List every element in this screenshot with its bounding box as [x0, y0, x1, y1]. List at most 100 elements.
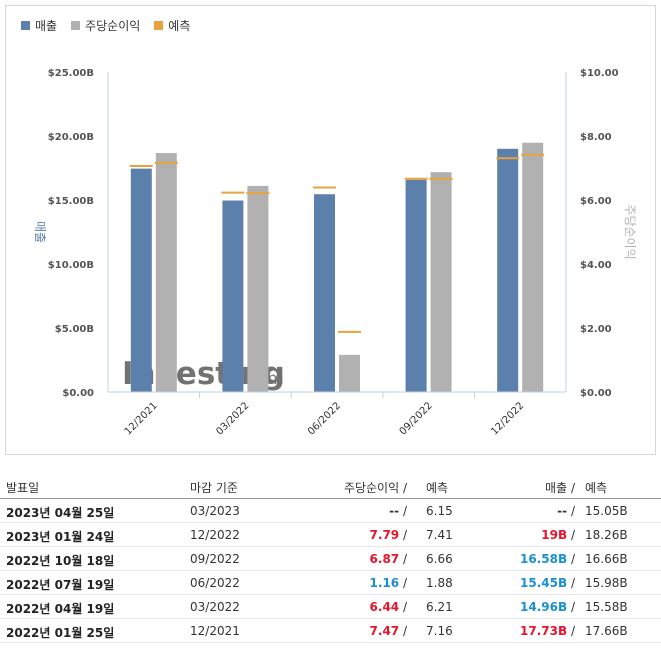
left-tick-label: $20.00B	[48, 132, 94, 143]
row-revenue: 15.45B /	[520, 576, 575, 590]
legend-item-revenue[interactable]: 매출	[21, 17, 57, 34]
earnings-table: 발표일 마감 기준 주당순이익 / 예측 매출 / 예측 2023년 04월 2…	[0, 474, 661, 643]
row-eps: 1.16 /	[370, 576, 407, 590]
table-row: 2023년 01월 24일 12/2022 7.79 / 7.41 19B / 18.26…	[0, 523, 661, 547]
legend-swatch-eps	[71, 21, 81, 30]
chart-legend: 매출 주당순이익 예측	[21, 17, 190, 34]
header-eps[interactable]: 주당순이익 /	[344, 479, 407, 496]
row-revenue: 19B /	[541, 528, 575, 542]
chart-bars	[129, 142, 545, 392]
row-period: 12/2021	[190, 624, 240, 638]
row-period: 06/2022	[190, 576, 240, 590]
row-eps-forecast: 7.41	[426, 528, 453, 542]
row-revenue-forecast: 15.05B	[585, 504, 628, 518]
row-date: 2022년 07월 19일	[6, 578, 115, 592]
right-tick-label: $4.00	[580, 260, 612, 271]
row-revenue-slash: /	[567, 504, 575, 518]
legend-swatch-forecast	[154, 21, 164, 30]
legend-label-forecast: 예측	[168, 19, 191, 33]
right-axis-title: 주당순이익	[623, 204, 637, 259]
header-revenue-slash: /	[567, 481, 575, 495]
row-revenue-value: 15.45B	[520, 576, 568, 590]
eps-bar	[339, 354, 360, 392]
row-revenue-slash: /	[567, 624, 575, 638]
left-tick-label: $5.00B	[55, 324, 94, 335]
header-eps-label: 주당순이익	[343, 481, 400, 495]
row-eps: 7.47 /	[370, 624, 407, 638]
row-eps-slash: /	[399, 552, 407, 566]
row-period: 03/2023	[190, 504, 240, 518]
table-header: 발표일 마감 기준 주당순이익 / 예측 매출 / 예측	[0, 474, 661, 499]
row-revenue-forecast: 15.58B	[585, 600, 628, 614]
row-eps-slash: /	[399, 576, 407, 590]
row-revenue-forecast: 15.98B	[585, 576, 628, 590]
row-revenue-forecast: 16.66B	[585, 552, 628, 566]
header-eps-forecast[interactable]: 예측	[426, 481, 449, 495]
revenue-bar	[222, 200, 244, 392]
row-eps-forecast: 6.21	[426, 600, 453, 614]
eps-bar	[247, 185, 269, 392]
row-eps-slash: /	[399, 528, 407, 542]
right-tick-label: $10.00	[580, 68, 619, 79]
header-date[interactable]: 발표일	[6, 481, 40, 495]
row-period: 03/2022	[190, 600, 240, 614]
left-tick-label: $0.00	[62, 388, 94, 399]
eps-bar	[155, 152, 177, 392]
row-revenue-forecast: 17.66B	[585, 624, 628, 638]
x-tick-label: 12/2022	[489, 400, 526, 437]
row-revenue-slash: /	[567, 600, 575, 614]
row-eps-value: 6.44	[369, 600, 400, 614]
revenue-bar	[314, 194, 335, 392]
row-revenue-slash: /	[567, 552, 575, 566]
table-row: 2022년 04월 19일 03/2022 6.44 / 6.21 14.96B / 15…	[0, 595, 661, 619]
legend-swatch-revenue	[21, 21, 30, 30]
row-revenue-slash: /	[567, 576, 575, 590]
x-tick-label: 12/2021	[123, 400, 160, 437]
row-eps-slash: /	[399, 504, 407, 518]
legend-item-forecast[interactable]: 예측	[154, 17, 190, 34]
right-tick-label: $8.00	[580, 132, 612, 143]
header-revenue-forecast[interactable]: 예측	[585, 481, 608, 495]
legend-label-eps: 주당순이익	[85, 19, 141, 33]
earnings-chart: 매출 주당순이익 예측 Investing .com 12/202103/202…	[5, 5, 656, 455]
header-period[interactable]: 마감 기준	[190, 481, 238, 495]
row-eps-value: --	[389, 504, 400, 518]
row-eps-value: 7.47	[369, 624, 400, 638]
row-revenue-forecast: 18.26B	[585, 528, 628, 542]
x-tick-label: 03/2022	[214, 400, 251, 437]
header-revenue[interactable]: 매출 /	[545, 479, 575, 496]
row-eps-value: 1.16	[369, 576, 400, 590]
row-eps: -- /	[389, 504, 407, 518]
right-tick-label: $0.00	[580, 388, 612, 399]
row-eps: 6.44 /	[370, 600, 407, 614]
x-tick-label: 06/2022	[306, 400, 343, 437]
left-tick-label: $25.00B	[48, 68, 94, 79]
row-revenue: 16.58B /	[520, 552, 575, 566]
left-tick-label: $10.00B	[48, 260, 94, 271]
left-axis-title: 매출	[33, 221, 47, 243]
row-revenue-value: 16.58B	[520, 552, 568, 566]
revenue-bar	[405, 179, 427, 392]
left-tick-label: $15.00B	[48, 196, 94, 207]
row-eps: 7.79 /	[370, 528, 407, 542]
revenue-bar	[497, 148, 519, 392]
legend-label-revenue: 매출	[35, 19, 58, 33]
table-row: 2022년 10월 18일 09/2022 6.87 /6.66 16.58B /16…	[0, 547, 661, 571]
table-row: 2022년 07월 19일 06/2022 1.16 /1.88 15.45B /15…	[0, 571, 661, 595]
row-eps-slash: /	[399, 600, 407, 614]
x-tick-label: 09/2022	[398, 400, 435, 437]
row-revenue-value: 17.73B	[520, 624, 568, 638]
row-eps-forecast: 6.15	[426, 504, 453, 518]
header-revenue-label: 매출	[545, 481, 568, 495]
row-eps-slash: /	[399, 624, 407, 638]
row-eps-forecast: 1.88	[426, 576, 453, 590]
row-eps-forecast: 6.66	[426, 552, 453, 566]
row-date: 2022년 01월 25일	[6, 626, 115, 640]
row-revenue-value: 14.96B	[520, 600, 568, 614]
table-body: 2023년 04월 25일 03/2023 -- /6.15 -- /15.05B 20…	[0, 499, 661, 643]
eps-bar	[522, 142, 544, 392]
row-revenue: 14.96B /	[520, 600, 575, 614]
row-revenue-value: --	[557, 504, 568, 518]
row-revenue: 17.73B /	[520, 624, 575, 638]
legend-item-eps[interactable]: 주당순이익	[71, 17, 140, 34]
